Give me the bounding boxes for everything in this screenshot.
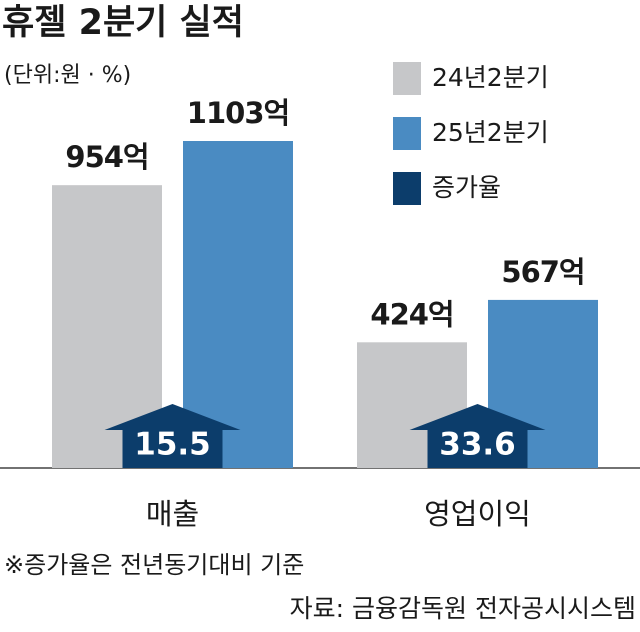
value-label: 1103억 (187, 96, 289, 130)
legend-swatch (393, 62, 421, 95)
legend-swatch (393, 117, 421, 150)
x-tick-label: 매출 (146, 497, 199, 531)
source: 자료: 금융감독원 전자공시시스템 (290, 594, 636, 623)
legend-swatch (393, 172, 421, 205)
growth-arrow (104, 404, 241, 468)
value-label: 424억 (370, 297, 453, 331)
growth-arrow (409, 404, 546, 468)
legend-label: 25년2분기 (432, 118, 549, 147)
legend-label: 증가율 (432, 173, 501, 202)
value-label: 567억 (501, 255, 584, 289)
growth-label: 15.5 (134, 427, 211, 463)
x-tick-label: 영업이익 (424, 497, 531, 531)
footnote: ※증가율은 전년동기대비 기준 (4, 551, 304, 579)
unit-note: (단위:원 · %) (4, 63, 131, 88)
legend-label: 24년2분기 (432, 63, 549, 92)
value-label: 954억 (65, 140, 148, 174)
growth-label: 33.6 (439, 427, 516, 463)
bar (183, 141, 293, 468)
chart-title: 휴젤 2분기 실적 (2, 3, 244, 43)
